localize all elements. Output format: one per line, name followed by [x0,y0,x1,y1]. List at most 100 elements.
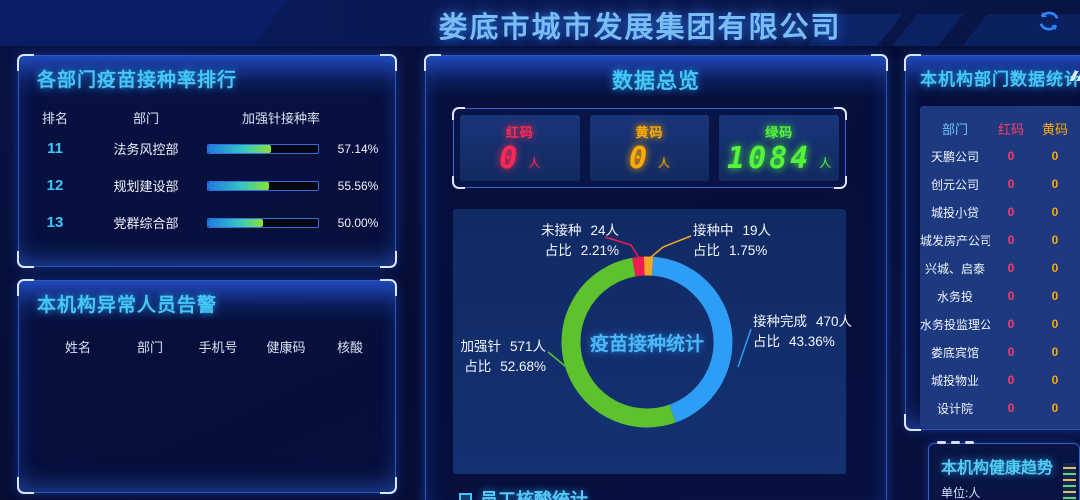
corner-decoration [871,54,888,71]
table-row[interactable]: 11 法务风控部 57.14% [19,130,389,167]
yellow-code-count: 0 [1051,373,1059,387]
alert-panel-title: 本机构异常人员告警 [37,295,218,316]
ranking-table-body: 11 法务风控部 57.14% 12 规划建设部 55.56% 13 党群综合部 [19,130,389,241]
unit-label: 单位:人 [941,486,981,500]
rate-percent: 55.56% [337,178,379,193]
dept-col-name: 部门 [941,121,968,137]
header-stripe-decoration [0,0,288,46]
trend-chart-sliver [1063,463,1076,500]
refresh-icon[interactable] [1036,8,1062,34]
red-code-count: 0 [1007,233,1015,247]
yellow-code-count: 0 [1051,205,1059,219]
table-row[interactable]: 创元公司 0 0 [920,170,1080,198]
slice-label-unvaccinated: 未接种 24人 占比 2.21% [540,223,619,258]
yellow-code-value: 0 [628,141,651,176]
nucleic-section-title: 员工核酸统计 [480,490,588,500]
rank-value: 12 [46,177,64,194]
corner-decoration [904,54,921,71]
table-row[interactable]: 设计院 0 0 [920,394,1080,422]
ranking-table-header: 排名 部门 加强针接种率 [19,108,389,127]
red-code-label: 红码 [505,125,534,140]
dept-table-header: 部门 红码 黄码 [920,114,1080,142]
rank-value: 13 [46,214,64,231]
slice-label-in-progress: 接种中 19人 占比 1.75% [693,223,772,258]
nucleic-acid-section: 员工核酸统计 [459,486,588,500]
ranking-col-rank: 排名 [41,111,68,126]
dept-stats-table: 部门 红码 黄码 天鹏公司 0 0 创元公司 0 0 城投小贷 0 0 [920,106,1080,428]
yellow-code-count: 0 [1051,149,1059,163]
department-name: 党群综合部 [113,216,179,231]
green-code-label: 绿码 [765,125,794,140]
alert-table-header: 姓名 部门 手机号 健康码 核酸 [19,337,389,356]
yellow-code-count: 0 [1051,177,1059,191]
abnormal-personnel-alert-panel: 本机构异常人员告警 姓名 部门 手机号 健康码 核酸 [17,279,397,494]
red-code-count: 0 [1007,205,1015,219]
table-row[interactable]: 水务投 0 0 [920,282,1080,310]
dept-stats-title: 本机构部门数据统计 [920,70,1080,89]
department-name: 娄底宾馆 [930,345,979,360]
header-stripe-decoration [962,14,1080,46]
alert-col-phone: 手机号 [198,340,238,355]
yellow-code-count: 0 [1051,317,1059,331]
yellow-code-unit: 人 [658,156,671,170]
corner-decoration [17,251,34,268]
health-code-stats-box: 红码 0 人 黄码 0 人 绿码 1084 人 [452,107,847,189]
red-code-count: 0 [1007,177,1015,191]
department-name: 水务投监理公 [920,317,990,332]
yellow-code-stat: 黄码 0 人 [589,115,710,181]
table-row[interactable]: 天鹏公司 0 0 [920,142,1080,170]
department-name: 天鹏公司 [930,149,979,164]
department-name: 城投物业 [930,373,979,388]
red-code-count: 0 [1007,289,1015,303]
table-row[interactable]: 城投小贷 0 0 [920,198,1080,226]
rate-bar [201,143,327,154]
slice-label-completed: 接种完成 470人 占比 43.36% [753,314,853,349]
panel-header-band [19,281,395,323]
department-name: 兴城、启泰 [924,261,985,276]
ranking-panel-title: 各部门疫苗接种率排行 [37,70,238,91]
red-code-count: 0 [1007,261,1015,275]
health-trend-title: 本机构健康趋势 [941,460,1054,477]
corner-decoration [380,477,397,494]
corner-decoration [17,279,34,296]
overview-panel-title: 数据总览 [612,70,700,93]
corner-decoration [380,279,397,296]
rate-percent: 57.14% [337,141,379,156]
rate-bar-fill [208,144,271,153]
rank-value: 11 [47,140,63,157]
corner-decoration [380,251,397,268]
table-row[interactable]: 城投物业 0 0 [920,366,1080,394]
dept-stats-panel: 本机构部门数据统计 部门 红码 黄码 天鹏公司 0 0 创元公司 0 0 城投小… [904,54,1080,431]
vaccination-ranking-panel: 各部门疫苗接种率排行 排名 部门 加强针接种率 11 法务风控部 57.14% … [17,54,397,268]
yellow-code-count: 0 [1051,345,1059,359]
header-stripe-decoration [892,14,964,46]
rate-bar-fill [208,181,270,190]
dept-col-red: 红码 [997,121,1024,137]
red-code-count: 0 [1007,317,1015,331]
page-title: 娄底市城市发展集团有限公司 [438,12,842,44]
corner-decoration [380,54,397,71]
table-row[interactable]: 娄底宾馆 0 0 [920,338,1080,366]
data-overview-panel: 数据总览 红码 0 人 黄码 0 人 绿码 1084 人 [424,54,888,500]
yellow-code-count: 0 [1051,233,1059,247]
table-row[interactable]: 水务投监理公 0 0 [920,310,1080,338]
dept-col-yellow: 黄码 [1041,121,1068,137]
ranking-col-dept: 部门 [132,111,159,126]
red-code-count: 0 [1007,345,1015,359]
red-code-value: 0 [499,141,521,176]
vaccine-donut-svg [547,235,752,428]
ranking-col-rate: 加强针接种率 [241,111,320,126]
yellow-code-count: 0 [1051,261,1059,275]
green-code-unit: 人 [819,156,832,170]
section-icon [459,492,472,500]
department-name: 水务投 [936,289,973,304]
table-row[interactable]: 12 规划建设部 55.56% [19,167,389,204]
alert-col-healthcode: 健康码 [266,340,306,355]
department-name: 城发房产公司 [920,233,990,248]
table-row[interactable]: 兴城、启泰 0 0 [920,254,1080,282]
vaccination-donut-chart: 疫苗接种统计 未接种 24人 占比 2.21% 接种中 19人 占比 1.75% 接种完… [453,209,853,474]
table-row[interactable]: 城发房产公司 0 0 [920,226,1080,254]
rate-percent: 50.00% [337,215,379,230]
table-row[interactable]: 13 党群综合部 50.00% [19,204,389,241]
health-trend-panel: 本机构健康趋势 单位:人 [928,441,1080,500]
